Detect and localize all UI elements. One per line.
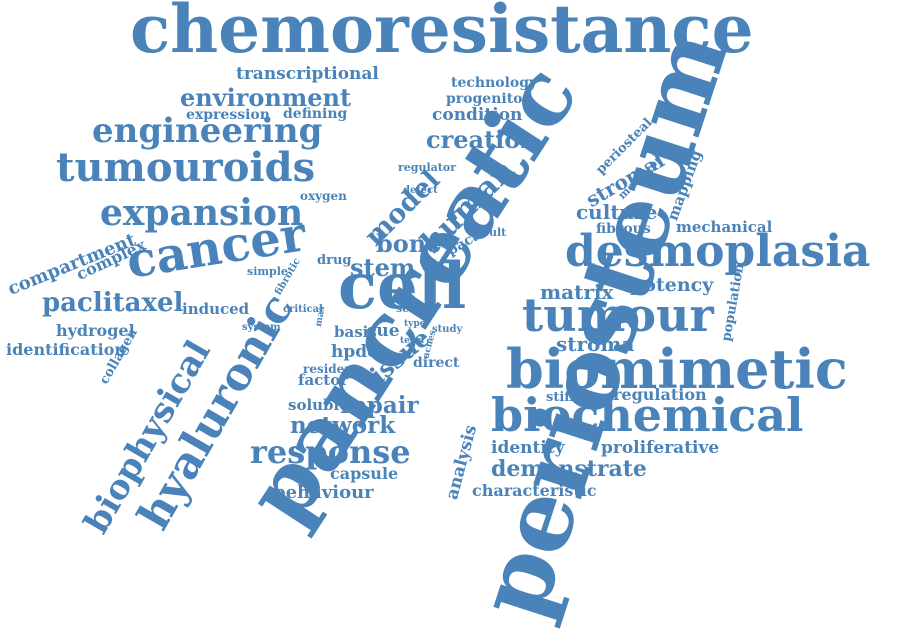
word: bone (376, 229, 442, 258)
word: desmoplasia (565, 226, 871, 277)
word: resident (303, 362, 359, 376)
word: critical (283, 304, 323, 315)
word: cue (366, 321, 400, 341)
word: matrix (540, 280, 614, 304)
word: transcriptional (236, 64, 379, 84)
word: type (404, 319, 426, 329)
word: chemoresistance (130, 0, 754, 68)
word: regulation (613, 385, 707, 404)
word: oxygen (300, 189, 347, 203)
word: result (470, 226, 507, 239)
word: regulator (398, 161, 457, 174)
word: term (400, 336, 425, 346)
word: response (250, 433, 411, 471)
word: cell (338, 249, 467, 324)
word: study (432, 324, 463, 335)
word: hydrogel (56, 321, 135, 340)
word: tumour (522, 288, 714, 342)
word: induced (182, 300, 250, 318)
word: engineering (92, 111, 323, 151)
word: expression (186, 107, 270, 123)
word: mechanical (676, 218, 773, 236)
word: culture (576, 200, 658, 224)
word: stroma (556, 332, 635, 356)
word: factor (298, 371, 349, 389)
word: biochemical (491, 388, 804, 442)
word: defect (403, 185, 438, 196)
word: direct (413, 355, 460, 371)
word: drug (317, 253, 352, 268)
word: defining (283, 106, 348, 122)
word: characteristic (472, 481, 597, 500)
word: simple (247, 265, 288, 278)
word: technology (451, 75, 538, 91)
word: network (290, 412, 396, 439)
word: proliferative (601, 438, 720, 458)
word: stiffness (546, 390, 608, 405)
word: mas (314, 305, 328, 328)
word: serum (396, 302, 435, 315)
word: soluble (288, 396, 349, 414)
word: identity (491, 438, 565, 458)
word: creation (426, 125, 538, 154)
word: system (242, 322, 281, 333)
word: potency (630, 274, 714, 296)
word: progenitor (446, 91, 530, 107)
word: identification (6, 340, 127, 359)
word: basis (334, 323, 377, 341)
word: tumouroids (56, 144, 316, 191)
word: repair (340, 392, 419, 419)
word: expansion (100, 192, 304, 234)
word: capsule (330, 464, 399, 483)
word: stem (350, 253, 416, 282)
word: environment (180, 83, 352, 112)
word: behaviour (273, 482, 374, 503)
word-cloud: chemoresistance periosteum pancreatic ce… (5, 0, 871, 631)
word: condition (432, 105, 523, 125)
word: biomimetic (506, 337, 848, 401)
word: demonstrate (491, 456, 647, 482)
word: hpdcs (331, 342, 388, 362)
word: paclitaxel (42, 288, 184, 318)
word: fibrous (596, 221, 651, 237)
